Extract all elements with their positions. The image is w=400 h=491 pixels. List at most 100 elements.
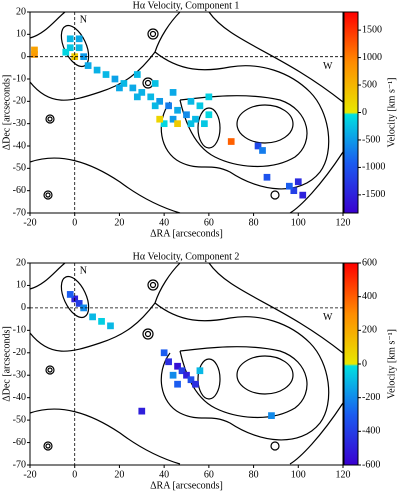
y-tick-label: -50 — [13, 163, 26, 174]
velocity-pixel — [169, 115, 177, 123]
velocity-pixel — [31, 51, 38, 58]
velocity-pixel — [165, 102, 172, 110]
y-tick-label: 0 — [21, 51, 26, 62]
velocity-pixel — [187, 376, 195, 384]
velocity-pixel — [62, 48, 70, 56]
axes-frame — [29, 11, 344, 214]
velocity-pixel — [84, 62, 92, 69]
velocity-pixel — [111, 75, 119, 83]
velocity-pixel — [259, 147, 266, 154]
points — [31, 35, 307, 199]
velocity-pixel — [187, 120, 195, 128]
y-tick-label: -70 — [13, 459, 26, 470]
velocity-pixel — [138, 407, 146, 415]
x-tick-label: 60 — [204, 217, 214, 228]
velocity-pixel — [290, 187, 298, 195]
velocity-pixel — [129, 84, 137, 92]
colorbar-label: Velocity [km s⁻¹] — [386, 78, 397, 148]
colorbar-tick-label: 200 — [362, 325, 377, 336]
x-tick-label: 120 — [336, 217, 351, 228]
y-tick-label: -60 — [13, 437, 26, 448]
velocity-pixel — [98, 317, 105, 325]
y-tick-label: -10 — [13, 73, 26, 84]
x-tick-label: -20 — [23, 217, 36, 228]
colorbar-tick-label: -1000 — [362, 162, 385, 173]
colorbar — [343, 262, 359, 466]
panel: Hα Velocity, Component 2NW-20 0 20 40 60 80 10… — [1, 251, 397, 491]
y-tick-label: 10 — [16, 280, 26, 291]
velocity-pixel — [169, 371, 177, 379]
velocity-pixel — [156, 97, 164, 105]
y-tick-label: 20 — [16, 6, 26, 17]
colorbar-label: Velocity [km s⁻¹] — [386, 329, 397, 399]
velocity-pixel — [165, 358, 172, 366]
x-tick-label: 0 — [72, 217, 77, 228]
annotation: N — [80, 14, 87, 25]
velocity-pixel — [174, 380, 181, 388]
axes-frame — [29, 262, 344, 466]
velocity-pixel — [160, 349, 168, 357]
velocity-pixel — [93, 66, 101, 74]
points — [66, 291, 275, 419]
velocity-pixel — [75, 44, 83, 52]
velocity-pixel — [196, 367, 204, 375]
velocity-pixel — [75, 300, 83, 307]
velocity-pixel — [192, 115, 199, 123]
velocity-pixel — [120, 80, 128, 87]
x-axis-label: ΔRA [arcseconds] — [150, 480, 223, 491]
velocity-pixel — [160, 120, 168, 128]
velocity-pixel — [147, 93, 155, 101]
y-tick-label: -70 — [13, 207, 26, 218]
velocity-pixel — [205, 111, 213, 119]
y-tick-label: -40 — [13, 392, 26, 403]
velocity-pixel — [192, 380, 199, 388]
x-tick-label: 120 — [336, 469, 351, 480]
y-tick-label: 0 — [21, 302, 26, 313]
velocity-pixel — [31, 46, 38, 54]
x-tick-label: 100 — [291, 469, 306, 480]
colorbar-tick-label: 600 — [362, 257, 377, 268]
colorbar-tick-label: -500 — [362, 134, 380, 145]
x-tick-label: 20 — [114, 217, 124, 228]
y-tick-label: -40 — [13, 140, 26, 151]
colorbar — [343, 11, 359, 214]
y-tick-label: -30 — [13, 370, 26, 381]
x-tick-label: 40 — [159, 469, 169, 480]
colorbar-tick-label: 500 — [362, 79, 377, 90]
x-tick-label: 80 — [249, 469, 259, 480]
velocity-pixel — [138, 89, 146, 96]
x-tick-label: 20 — [114, 469, 124, 480]
y-tick-label: -20 — [13, 347, 26, 358]
velocity-pixel — [107, 322, 114, 330]
velocity-pixel — [205, 93, 213, 101]
y-tick-label: -10 — [13, 325, 26, 336]
velocity-pixel — [187, 97, 195, 105]
x-tick-label: -20 — [23, 469, 36, 480]
x-tick-label: 0 — [72, 469, 77, 480]
y-tick-label: -30 — [13, 118, 26, 129]
velocity-pixel — [174, 120, 181, 128]
velocity-pixel — [227, 138, 235, 145]
y-tick-label: -60 — [13, 185, 26, 196]
annotation: W — [323, 61, 333, 72]
velocity-pixel — [66, 291, 74, 298]
velocity-pixel — [183, 111, 190, 119]
velocity-pixel — [102, 71, 110, 78]
contours — [29, 262, 344, 465]
colorbar-tick-label: 400 — [362, 291, 377, 302]
velocity-pixel — [263, 173, 271, 181]
x-tick-label: 40 — [159, 217, 169, 228]
velocity-pixel — [178, 367, 186, 375]
velocity-pixel — [116, 84, 123, 92]
x-tick-label: 100 — [291, 217, 306, 228]
colorbar-tick-label: -600 — [362, 459, 380, 470]
velocity-pixel — [268, 412, 275, 419]
velocity-pixel — [183, 371, 190, 379]
colorbar-tick-label: 1000 — [362, 52, 382, 63]
velocity-pixel — [294, 178, 302, 186]
velocity-pixel — [285, 182, 293, 190]
chart-title: Hα Velocity, Component 2 — [133, 251, 240, 262]
velocity-pixel — [151, 102, 159, 110]
velocity-pixel — [66, 44, 74, 52]
velocity-pixel — [156, 115, 164, 123]
